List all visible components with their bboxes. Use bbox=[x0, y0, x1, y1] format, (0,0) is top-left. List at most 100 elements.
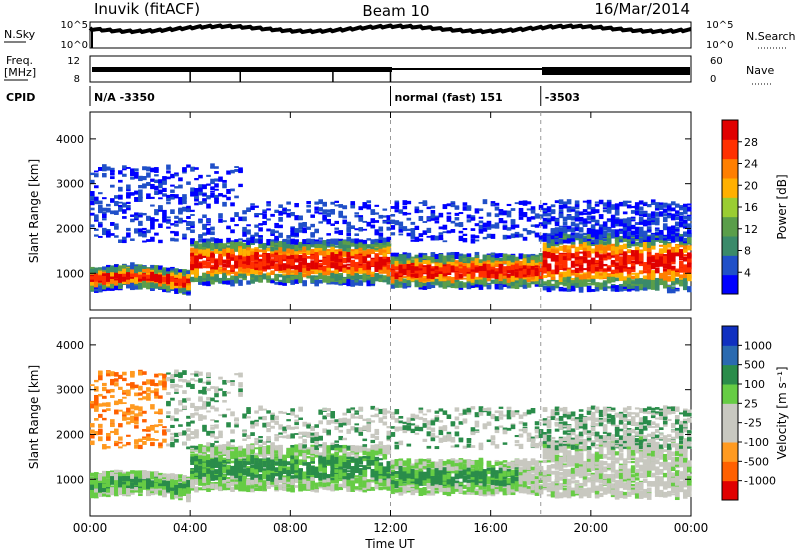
data-cell bbox=[198, 234, 203, 238]
noise-tick-right-low: 10^0 bbox=[706, 40, 733, 51]
data-cell bbox=[646, 229, 652, 232]
data-cell bbox=[366, 265, 372, 273]
data-cell bbox=[610, 229, 616, 234]
data-cell bbox=[670, 255, 676, 262]
data-cell bbox=[542, 221, 548, 226]
data-cell bbox=[238, 238, 243, 241]
data-cell bbox=[426, 227, 432, 233]
data-cell bbox=[94, 281, 99, 288]
data-cell bbox=[294, 228, 299, 234]
data-cell bbox=[498, 284, 504, 290]
data-cell bbox=[122, 389, 127, 393]
data-cell bbox=[214, 201, 219, 204]
data-cell bbox=[554, 259, 560, 267]
data-cell bbox=[126, 417, 131, 421]
data-cell bbox=[590, 209, 596, 214]
data-cell bbox=[358, 254, 364, 259]
data-cell bbox=[650, 217, 656, 221]
data-cell bbox=[118, 201, 123, 204]
data-cell bbox=[682, 282, 688, 285]
data-cell bbox=[538, 262, 544, 266]
data-cell bbox=[166, 273, 171, 279]
data-cell bbox=[626, 243, 632, 246]
data-cell bbox=[214, 238, 219, 244]
data-cell bbox=[382, 241, 388, 245]
data-cell bbox=[290, 238, 295, 245]
data-cell bbox=[170, 223, 175, 226]
data-cell bbox=[98, 403, 103, 407]
data-cell bbox=[586, 267, 592, 273]
data-cell bbox=[102, 483, 107, 489]
data-cell bbox=[114, 480, 119, 485]
data-cell bbox=[214, 188, 219, 191]
data-cell bbox=[166, 170, 171, 174]
data-cell bbox=[586, 259, 592, 267]
data-cell bbox=[338, 262, 344, 269]
data-cell bbox=[670, 265, 676, 270]
data-cell bbox=[534, 267, 540, 272]
data-cell bbox=[550, 271, 556, 279]
data-cell bbox=[190, 166, 195, 172]
data-cell bbox=[166, 271, 171, 274]
data-cell bbox=[154, 179, 159, 183]
data-cell bbox=[110, 283, 115, 289]
data-cell bbox=[626, 226, 632, 230]
data-cell bbox=[598, 231, 604, 236]
data-cell bbox=[622, 211, 628, 215]
data-cell bbox=[514, 263, 520, 270]
data-cell bbox=[406, 266, 412, 269]
data-cell bbox=[138, 481, 143, 487]
data-cell bbox=[414, 266, 420, 272]
data-cell bbox=[206, 219, 211, 223]
data-cell bbox=[382, 220, 388, 224]
data-cell bbox=[282, 258, 287, 262]
data-cell bbox=[262, 250, 267, 255]
data-cell bbox=[618, 239, 624, 242]
data-cell bbox=[610, 261, 616, 265]
data-cell bbox=[386, 247, 392, 254]
data-cell bbox=[530, 216, 536, 220]
data-cell bbox=[598, 239, 604, 245]
data-cell bbox=[658, 204, 664, 208]
data-cell bbox=[170, 278, 175, 285]
data-cell bbox=[442, 224, 448, 230]
data-cell bbox=[518, 264, 524, 267]
data-cell bbox=[502, 234, 508, 240]
data-cell bbox=[678, 240, 684, 244]
data-cell bbox=[174, 224, 179, 227]
data-cell bbox=[210, 266, 215, 274]
data-cell bbox=[134, 215, 139, 219]
data-cell bbox=[246, 280, 251, 285]
data-cell bbox=[234, 224, 239, 227]
data-cell bbox=[666, 285, 672, 288]
data-cell bbox=[614, 203, 620, 209]
data-cell bbox=[126, 488, 131, 496]
data-cell bbox=[118, 186, 123, 192]
data-cell bbox=[406, 217, 412, 221]
data-cell bbox=[334, 262, 340, 270]
data-cell bbox=[330, 238, 336, 244]
data-cell bbox=[294, 274, 299, 280]
data-cell bbox=[110, 210, 115, 215]
data-cell bbox=[658, 260, 664, 267]
data-cell bbox=[586, 199, 592, 204]
data-cell bbox=[186, 281, 191, 284]
data-cell bbox=[166, 285, 171, 292]
data-cell bbox=[226, 237, 231, 244]
data-cell bbox=[478, 224, 484, 231]
data-cell bbox=[210, 244, 215, 248]
data-cell bbox=[182, 206, 187, 212]
data-cell bbox=[370, 209, 376, 215]
data-cell bbox=[346, 227, 352, 233]
data-cell bbox=[170, 173, 175, 179]
data-cell bbox=[166, 219, 171, 222]
data-cell bbox=[562, 245, 568, 251]
data-cell bbox=[602, 225, 608, 231]
data-cell bbox=[478, 284, 484, 290]
data-cell bbox=[502, 278, 508, 285]
data-cell bbox=[546, 235, 552, 239]
data-cell bbox=[598, 214, 604, 220]
data-cell bbox=[486, 284, 492, 288]
data-cell bbox=[242, 226, 247, 232]
data-cell bbox=[590, 243, 596, 246]
